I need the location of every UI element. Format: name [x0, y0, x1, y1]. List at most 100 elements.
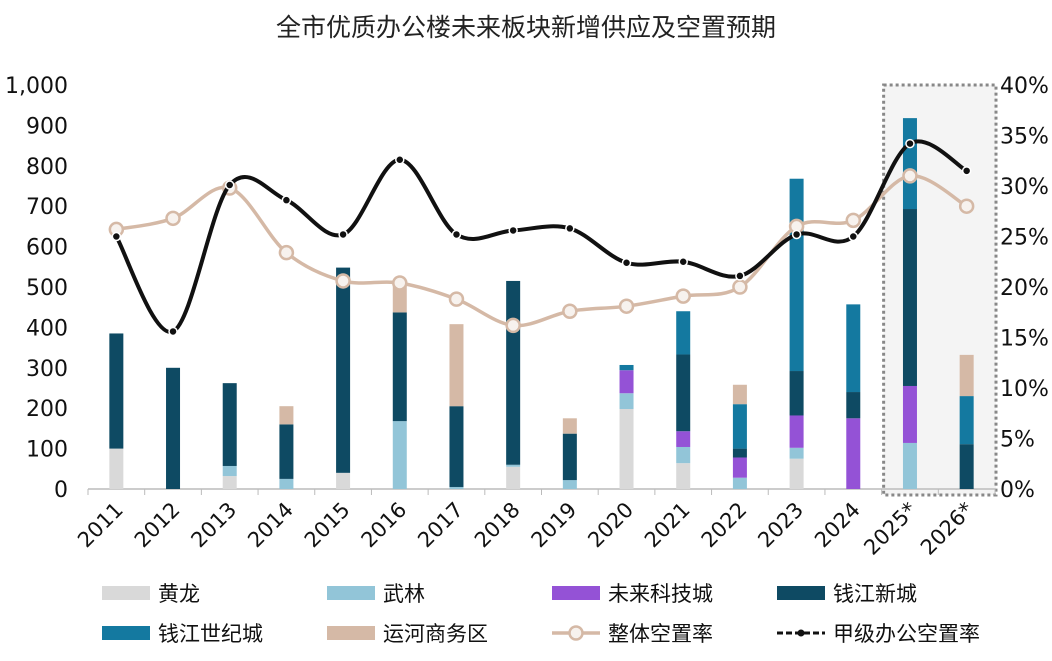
y-left-tick-label: 300 [26, 357, 68, 382]
legend-label: 钱江新城 [833, 582, 917, 606]
point-整体空置率 [335, 273, 351, 289]
legend-item: 钱江世纪城 [102, 618, 263, 648]
point-整体空置率 [278, 244, 295, 261]
x-tick-label: 2024 [810, 498, 865, 553]
line-整体空置率 [116, 174, 968, 328]
x-tick-label: 2013 [186, 498, 241, 553]
x-tick-label: 2021 [640, 498, 695, 553]
bar-黄龙 [676, 463, 691, 489]
x-tick-label: 2026* [916, 498, 978, 560]
bar-武林 [676, 446, 691, 464]
y-right-tick-label: 0% [1000, 478, 1035, 503]
point-整体空置率 [562, 303, 578, 319]
bar-武林 [449, 486, 464, 489]
bar-钱江新城 [902, 209, 917, 386]
bar-钱江新城 [279, 424, 294, 479]
point-甲级办公空置率 [224, 180, 235, 190]
legend-swatch [327, 586, 375, 600]
y-right-tick-label: 40% [1000, 74, 1049, 99]
point-甲级办公空置率 [168, 326, 178, 337]
x-tick-label: 2014 [243, 498, 298, 553]
x-tick-label: 2011 [73, 498, 128, 553]
bar-运河商务区 [562, 418, 577, 434]
point-甲级办公空置率 [678, 257, 688, 267]
bar-运河商务区 [959, 354, 974, 397]
x-tick-label: 2017 [413, 498, 468, 553]
point-甲级办公空置率 [791, 229, 802, 240]
legend-swatch [552, 624, 600, 642]
legend-item: 整体空置率 [552, 618, 713, 648]
bar-运河商务区 [732, 384, 747, 405]
legend-item: 未来科技城 [552, 578, 713, 608]
point-整体空置率 [675, 288, 691, 304]
point-整体空置率 [448, 291, 465, 307]
y-left-tick-label: 900 [26, 114, 68, 139]
x-tick-label: 2019 [527, 498, 582, 553]
y-left-tick-label: 600 [26, 236, 68, 261]
legend-label: 运河商务区 [383, 622, 488, 646]
bar-钱江新城 [789, 371, 804, 416]
legend-swatch [552, 586, 600, 600]
y-right-tick-label: 20% [1000, 276, 1049, 301]
y-right-tick-label: 10% [1000, 377, 1049, 402]
y-left-tick-label: 200 [26, 397, 68, 422]
legend-swatch [777, 586, 825, 600]
legend-label: 未来科技城 [608, 582, 713, 606]
point-甲级办公空置率 [565, 223, 575, 234]
y-left-tick-label: 700 [26, 195, 68, 220]
legend-swatch [327, 626, 375, 640]
point-整体空置率 [958, 198, 975, 214]
legend-label: 黄龙 [158, 582, 200, 606]
y-left-tick-label: 400 [26, 316, 68, 341]
x-tick-label: 2018 [470, 498, 525, 553]
legend-item: 甲级办公空置率 [777, 618, 980, 648]
bar-钱江世纪城 [846, 304, 861, 393]
legend-item: 钱江新城 [777, 578, 917, 608]
legend-item: 武林 [327, 578, 425, 608]
legend-label: 钱江世纪城 [158, 622, 263, 646]
y-left-tick-label: 500 [26, 276, 68, 301]
bar-钱江新城 [449, 406, 464, 487]
point-甲级办公空置率 [395, 154, 405, 165]
bar-黄龙 [619, 409, 634, 489]
chart-title: 全市优质办公楼未来板块新增供应及空置预期 [275, 13, 776, 42]
legend-label: 整体空置率 [608, 622, 713, 646]
bar-钱江新城 [336, 267, 351, 473]
point-甲级办公空置率 [508, 225, 518, 236]
point-甲级办公空置率 [338, 229, 348, 240]
legend-item: 运河商务区 [327, 618, 488, 648]
point-甲级办公空置率 [111, 231, 122, 242]
bar-黄龙 [789, 458, 804, 489]
y-right-tick-label: 35% [1000, 125, 1049, 150]
x-tick-label: 2022 [697, 498, 752, 553]
point-甲级办公空置率 [281, 195, 292, 205]
y-left-tick-label: 0 [54, 478, 68, 503]
point-甲级办公空置率 [905, 138, 915, 149]
y-left-tick-label: 1,000 [5, 74, 68, 99]
bar-黄龙 [506, 466, 521, 489]
point-甲级办公空置率 [735, 271, 745, 281]
bar-武林 [789, 447, 804, 459]
bar-武林 [222, 465, 237, 477]
bar-钱江新城 [392, 312, 407, 422]
bar-未来科技城 [619, 370, 634, 394]
y-left-tick-label: 100 [26, 438, 68, 463]
bar-钱江新城 [166, 367, 181, 489]
line-甲级办公空置率 [114, 139, 968, 334]
bar-运河商务区 [449, 324, 464, 407]
bar-钱江世纪城 [676, 311, 691, 355]
point-整体空置率 [165, 210, 181, 227]
point-整体空置率 [505, 317, 521, 334]
bar-武林 [506, 464, 521, 467]
bar-钱江新城 [732, 448, 747, 458]
y-right-tick-label: 5% [1000, 428, 1035, 453]
point-甲级办公空置率 [621, 258, 632, 268]
y-right-tick-label: 30% [1000, 175, 1049, 200]
bar-钱江世纪城 [789, 178, 804, 372]
bar-武林 [279, 478, 294, 489]
bar-武林 [562, 480, 577, 489]
bar-钱江新城 [959, 444, 974, 489]
point-整体空置率 [392, 275, 408, 291]
y-right-tick-label: 25% [1000, 226, 1049, 251]
bar-未来科技城 [902, 385, 917, 443]
